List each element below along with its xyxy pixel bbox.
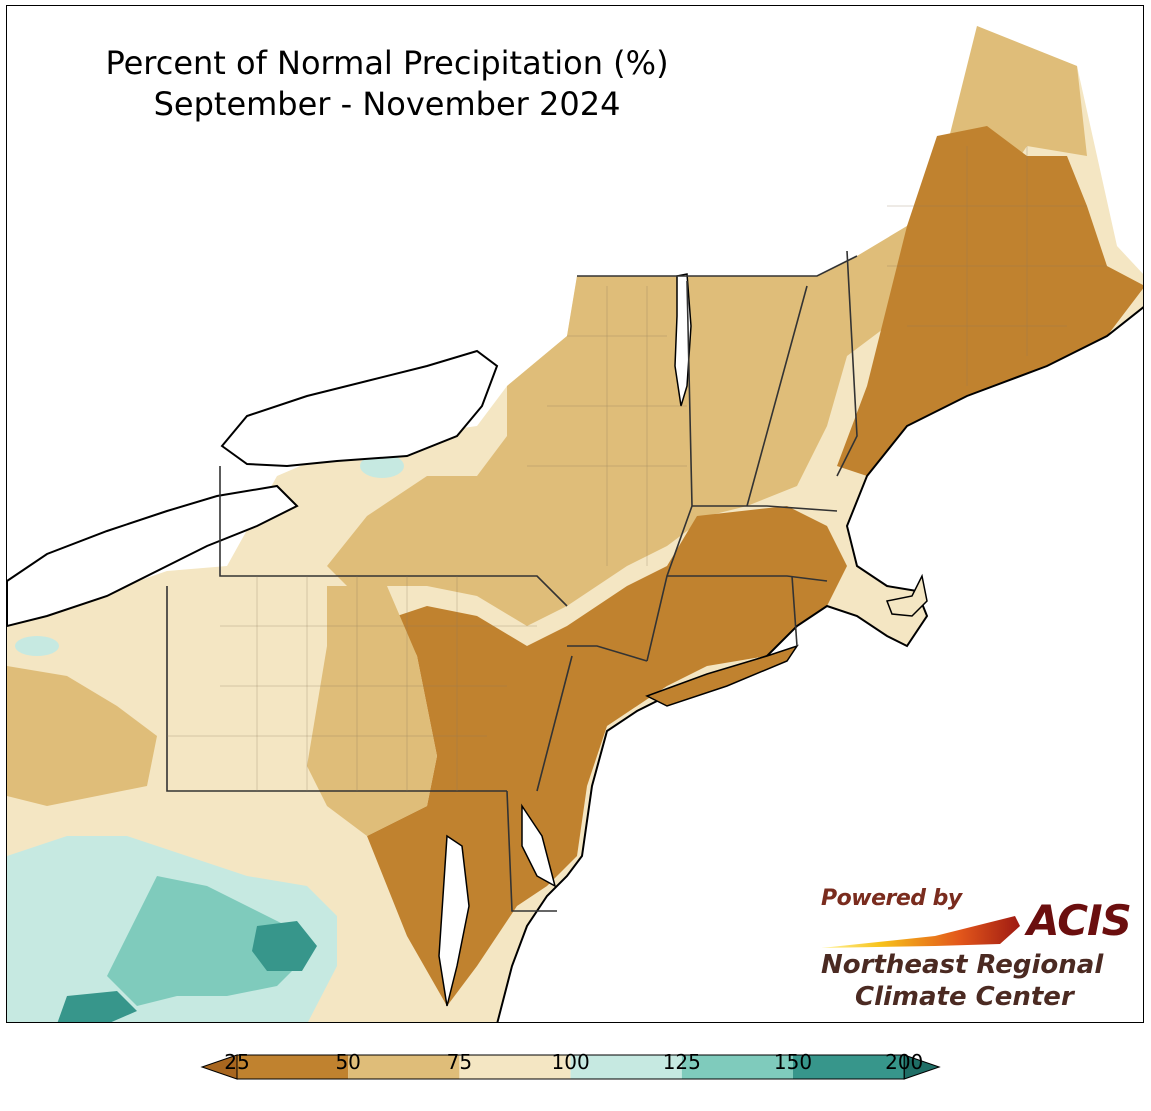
nrcc-line1: Northeast Regional — [821, 950, 1104, 980]
acis-brand-text: ACIS — [1027, 896, 1132, 945]
cape-cod — [885, 573, 928, 617]
legend-tick-label: 25 — [224, 1050, 250, 1074]
county-lines — [167, 146, 1107, 791]
legend-bin-25-50 — [237, 1055, 349, 1079]
lake-ontario — [220, 349, 499, 468]
legend-bin-125-150 — [681, 1055, 793, 1079]
legend-bin-50-75 — [348, 1055, 460, 1079]
legend-tick-label: 100 — [551, 1050, 590, 1074]
map-subtitle: September - November 2024 — [153, 85, 621, 123]
wet-spot-pa — [15, 636, 59, 656]
region-ny-vt-nh — [327, 26, 1087, 626]
wet-spot-ny — [360, 454, 404, 478]
legend-bin-150-200 — [793, 1055, 905, 1079]
map-frame: Percent of Normal Precipitation (%) Sept… — [6, 5, 1144, 1023]
long-island — [645, 644, 799, 707]
precipitation-map — [7, 26, 1143, 1022]
delaware-bay — [521, 803, 557, 888]
region-central-pa — [307, 586, 437, 836]
legend-colorbar — [200, 1054, 941, 1080]
region-maine-dry — [837, 126, 1143, 476]
legend-tick-label: 125 — [662, 1050, 701, 1074]
legend-tick-label: 50 — [335, 1050, 361, 1074]
legend-bin-75-100 — [459, 1055, 571, 1079]
legend-bin-100-125 — [570, 1055, 682, 1079]
legend-tick-label: 200 — [885, 1050, 924, 1074]
region-ohio-patch — [7, 666, 157, 806]
region-wv-wettest — [57, 921, 317, 1022]
powered-by-text: Powered by — [821, 886, 962, 911]
map-title: Percent of Normal Precipitation (%) — [105, 44, 669, 82]
legend-tick-label: 75 — [446, 1050, 473, 1074]
state-boundaries — [166, 250, 858, 912]
region-southern-new-england — [367, 506, 847, 1006]
chesapeake-bay — [438, 834, 470, 1007]
region-wv-wetter — [107, 876, 307, 1006]
atlantic-ocean — [496, 306, 1143, 1022]
lake-erie — [7, 484, 299, 628]
nrcc-line2: Climate Center — [855, 982, 1074, 1012]
legend-frame — [236, 1054, 905, 1080]
acis-nrcc-logo: Powered by ACIS Northeast Regional Clima… — [815, 886, 1143, 1016]
acis-swoosh-icon — [821, 916, 1020, 948]
legend-tick-label: 150 — [773, 1050, 813, 1074]
